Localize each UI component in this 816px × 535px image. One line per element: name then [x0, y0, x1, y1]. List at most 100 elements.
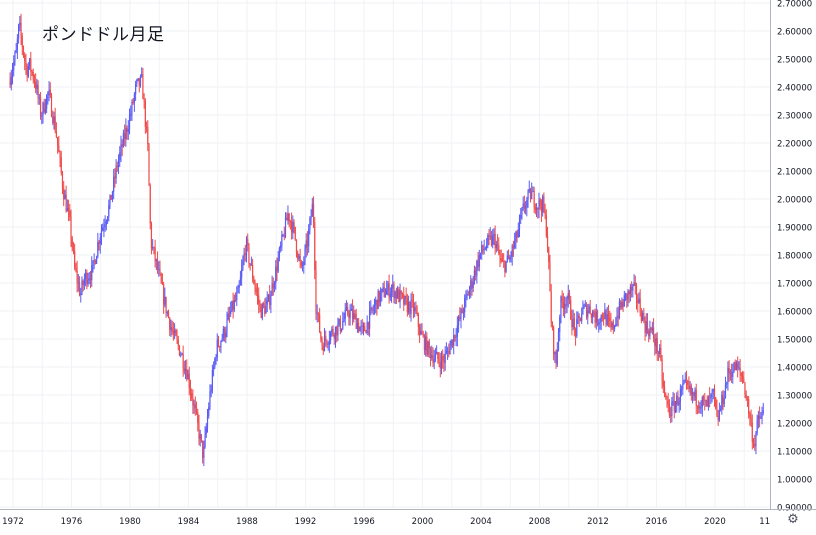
candle: [727, 361, 729, 391]
candle: [411, 291, 413, 308]
candle: [159, 260, 161, 276]
candle: [483, 239, 485, 255]
candle: [53, 111, 55, 130]
candle: [330, 330, 332, 345]
candle: [732, 363, 734, 384]
candle: [578, 313, 580, 328]
candle: [364, 322, 366, 332]
candle: [744, 382, 746, 399]
candle: [556, 342, 558, 367]
candle: [174, 323, 176, 340]
candle: [221, 333, 223, 343]
candle: [167, 309, 170, 319]
candle: [365, 330, 367, 334]
candle: [65, 185, 67, 213]
candle: [47, 91, 49, 105]
candle: [383, 280, 385, 298]
candle: [437, 351, 439, 364]
candle: [756, 414, 758, 436]
candle: [518, 214, 521, 238]
y-tick-label: 0.90000: [777, 504, 812, 514]
candle: [205, 423, 207, 438]
candle: [180, 351, 182, 358]
candle: [470, 275, 472, 298]
candle: [388, 274, 390, 304]
candle: [74, 243, 76, 271]
candle: [16, 34, 18, 59]
candle: [20, 13, 22, 45]
x-tick-label: 2000: [412, 517, 434, 527]
x-tick-label: 1984: [178, 517, 200, 527]
candle: [208, 402, 210, 419]
gear-icon[interactable]: ⚙: [787, 512, 799, 527]
candle: [135, 80, 137, 101]
candle: [720, 405, 722, 412]
candle: [199, 429, 201, 447]
candle: [376, 299, 378, 316]
candle: [271, 275, 273, 296]
candle: [564, 296, 566, 319]
y-tick-label: 1.20000: [777, 420, 812, 430]
candle: [406, 293, 408, 317]
candle: [317, 312, 320, 323]
candle: [147, 120, 149, 152]
x-tick-label: 11: [759, 517, 770, 527]
candle: [186, 359, 188, 382]
candle: [572, 309, 574, 331]
candle: [169, 316, 171, 337]
candle: [375, 296, 377, 314]
candle: [331, 326, 333, 337]
candle: [216, 333, 218, 362]
candle: [319, 307, 321, 334]
candle: [516, 229, 518, 243]
candle: [682, 374, 684, 395]
candle: [197, 408, 199, 432]
candle: [175, 328, 177, 337]
candle: [634, 275, 636, 295]
candle: [691, 387, 694, 404]
candle: [356, 318, 359, 333]
candle: [83, 273, 86, 290]
candle: [748, 396, 750, 419]
y-tick-label: 1.40000: [777, 364, 812, 374]
candle: [568, 289, 571, 305]
candle: [527, 189, 529, 208]
candle: [99, 233, 101, 254]
candle: [559, 314, 561, 342]
candle: [377, 288, 379, 310]
candle: [567, 284, 569, 308]
candle: [33, 74, 36, 89]
y-tick-label: 2.60000: [777, 28, 812, 38]
candle: [509, 254, 511, 263]
candle: [673, 393, 675, 419]
candle: [694, 387, 696, 401]
candle: [392, 274, 394, 298]
x-tick-label: 1996: [353, 517, 375, 527]
candle: [397, 285, 399, 300]
candle: [211, 364, 213, 394]
candle: [171, 320, 173, 336]
candle: [393, 281, 395, 304]
candle: [213, 361, 215, 377]
candle: [749, 411, 751, 426]
candle: [231, 300, 233, 313]
candle: [172, 321, 174, 341]
candle: [678, 397, 680, 413]
candle: [754, 434, 756, 451]
candle: [651, 321, 653, 335]
candle: [493, 228, 495, 246]
candle: [722, 389, 724, 411]
candle: [85, 268, 87, 287]
candle: [688, 376, 690, 393]
candle: [543, 192, 545, 214]
candle: [746, 395, 749, 407]
y-tick-label: 2.40000: [777, 84, 812, 94]
candle: [429, 346, 432, 367]
candle: [372, 304, 374, 316]
candle: [253, 275, 255, 285]
candle: [532, 186, 534, 193]
candle: [585, 302, 588, 320]
candle: [525, 201, 527, 215]
candle: [110, 194, 112, 200]
candle: [326, 339, 328, 349]
